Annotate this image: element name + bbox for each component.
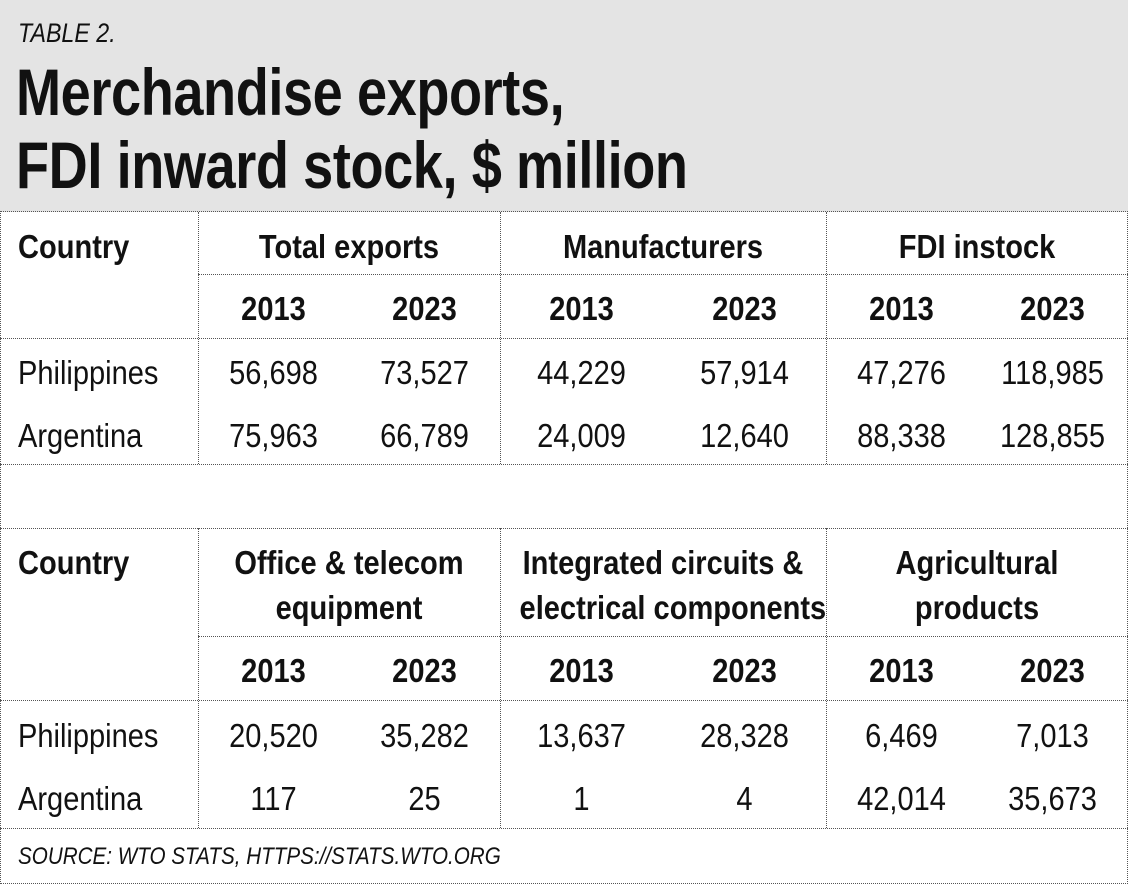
s2-value: 13,637 <box>537 717 626 754</box>
s2-vline-1 <box>198 528 199 828</box>
s2-year: 2013 <box>869 652 934 689</box>
s2-value: 25 <box>408 780 441 817</box>
s2-header-divider <box>0 700 1128 701</box>
s1-value: 57,914 <box>700 354 789 391</box>
s1-group-divider <box>198 274 1128 275</box>
table-header: TABLE 2. Merchandise exports, FDI inward… <box>0 0 1128 212</box>
s1-group-manufacturers: Manufacturers <box>562 228 764 265</box>
s1-value: 75,963 <box>229 417 318 454</box>
s1-year: 2013 <box>869 290 934 327</box>
s1-value: 73,527 <box>380 354 469 391</box>
s2-bottom-divider <box>0 828 1128 829</box>
s2-value: 35,673 <box>1008 780 1097 817</box>
s2-group-integrated-circuits-line1: Integrated circuits & <box>522 544 804 581</box>
s1-value: 66,789 <box>380 417 469 454</box>
s1-group-fdi-instock: FDI instock <box>898 228 1056 265</box>
s2-group-divider <box>198 636 1128 637</box>
s2-group-agricultural-line1: Agricultural <box>895 544 1059 581</box>
title-line-2: FDI inward stock, $ million <box>16 128 688 202</box>
s2-value: 6,469 <box>865 717 938 754</box>
s2-vline-2 <box>500 528 501 828</box>
s1-year: 2013 <box>549 290 614 327</box>
s1-value: 88,338 <box>857 417 946 454</box>
s2-value: 117 <box>250 780 297 817</box>
s2-row-country: Argentina <box>18 780 143 817</box>
s2-value: 20,520 <box>229 717 318 754</box>
s1-value: 47,276 <box>857 354 946 391</box>
s2-country-header: Country <box>18 544 130 581</box>
s2-year: 2023 <box>712 652 777 689</box>
s2-year: 2013 <box>549 652 614 689</box>
s1-year: 2023 <box>1020 290 1085 327</box>
s1-country-header: Country <box>18 228 130 265</box>
s1-vline-3 <box>826 212 827 464</box>
s2-group-office-telecom-line2: equipment <box>275 589 423 626</box>
s1-value: 44,229 <box>537 354 626 391</box>
s2-year: 2013 <box>241 652 306 689</box>
s1-group-total-exports: Total exports <box>258 228 440 265</box>
s1-value: 56,698 <box>229 354 318 391</box>
s2-value: 28,328 <box>700 717 789 754</box>
s1-row-country: Philippines <box>18 354 159 391</box>
s2-group-integrated-circuits-line2: electrical components <box>519 589 827 626</box>
s1-value: 128,855 <box>1000 417 1105 454</box>
s1-header-divider <box>0 338 1128 339</box>
s1-vline-2 <box>500 212 501 464</box>
s2-group-office-telecom-line1: Office & telecom <box>234 544 464 581</box>
title-line-1: Merchandise exports, <box>16 55 565 129</box>
s2-value: 1 <box>573 780 590 817</box>
s2-year: 2023 <box>392 652 457 689</box>
source-note: SOURCE: WTO STATS, HTTPS://STATS.WTO.ORG <box>18 843 501 870</box>
table-label: TABLE 2. <box>18 18 116 48</box>
s2-value: 35,282 <box>380 717 469 754</box>
s2-top-divider <box>0 528 1128 529</box>
s2-vline-3 <box>826 528 827 828</box>
s1-year: 2023 <box>392 290 457 327</box>
s2-value: 42,014 <box>857 780 946 817</box>
s2-year: 2023 <box>1020 652 1085 689</box>
s1-bottom-divider <box>0 464 1128 465</box>
s2-value: 4 <box>736 780 753 817</box>
table-title: Merchandise exports, FDI inward stock, $… <box>16 56 688 202</box>
s1-value: 24,009 <box>537 417 626 454</box>
s1-vline-1 <box>198 212 199 464</box>
s2-group-agricultural-line2: products <box>914 589 1040 626</box>
s1-value: 12,640 <box>700 417 789 454</box>
s1-row-country: Argentina <box>18 417 143 454</box>
s2-row-country: Philippines <box>18 717 159 754</box>
s1-year: 2023 <box>712 290 777 327</box>
s1-year: 2013 <box>241 290 306 327</box>
s2-value: 7,013 <box>1016 717 1089 754</box>
s1-value: 118,985 <box>1001 354 1104 391</box>
